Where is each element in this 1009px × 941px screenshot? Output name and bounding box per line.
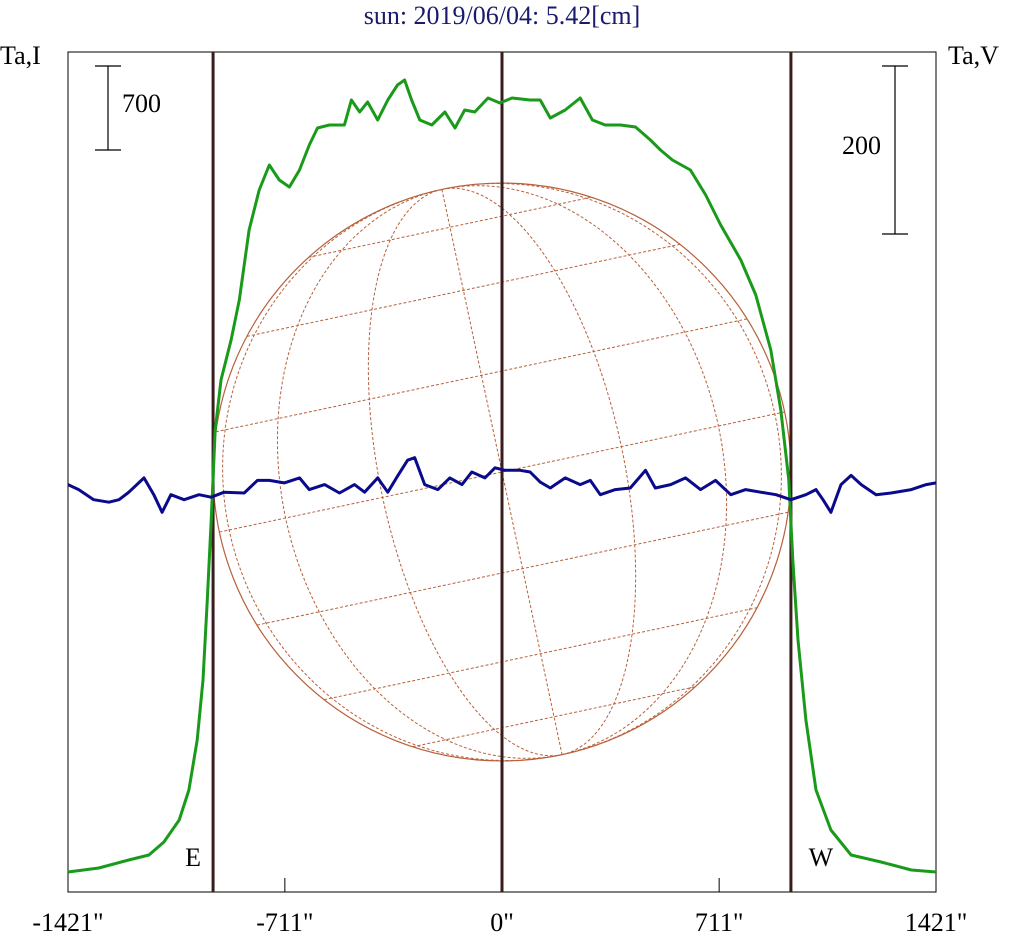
meridian bbox=[221, 188, 563, 761]
parallel bbox=[412, 686, 696, 748]
parallel bbox=[256, 511, 789, 626]
x-tick-label: -1421" bbox=[32, 908, 103, 937]
limb-label: W bbox=[809, 843, 834, 872]
x-tick-label: 1421" bbox=[905, 908, 968, 937]
x-tick-label: -711" bbox=[256, 908, 313, 937]
x-tick-label: 0" bbox=[490, 908, 514, 937]
parallel bbox=[324, 607, 758, 701]
scale-bar-label: 700 bbox=[122, 89, 161, 118]
y-axis-label: Ta,I bbox=[0, 41, 41, 70]
scale-bar-label: 200 bbox=[842, 131, 881, 160]
meridian bbox=[441, 189, 563, 755]
parallel bbox=[219, 411, 785, 533]
chart-title: sun: 2019/06/04: 5.42[cm] bbox=[364, 1, 641, 30]
limb-label: E bbox=[185, 843, 201, 872]
parallel bbox=[246, 243, 680, 337]
parallel bbox=[215, 318, 748, 433]
x-tick-label: 711" bbox=[695, 908, 744, 937]
y2-axis-label: Ta,V bbox=[948, 41, 999, 70]
parallel bbox=[308, 196, 592, 258]
line-series bbox=[67, 456, 937, 514]
disk-grid bbox=[215, 183, 789, 761]
line-series bbox=[67, 78, 937, 874]
